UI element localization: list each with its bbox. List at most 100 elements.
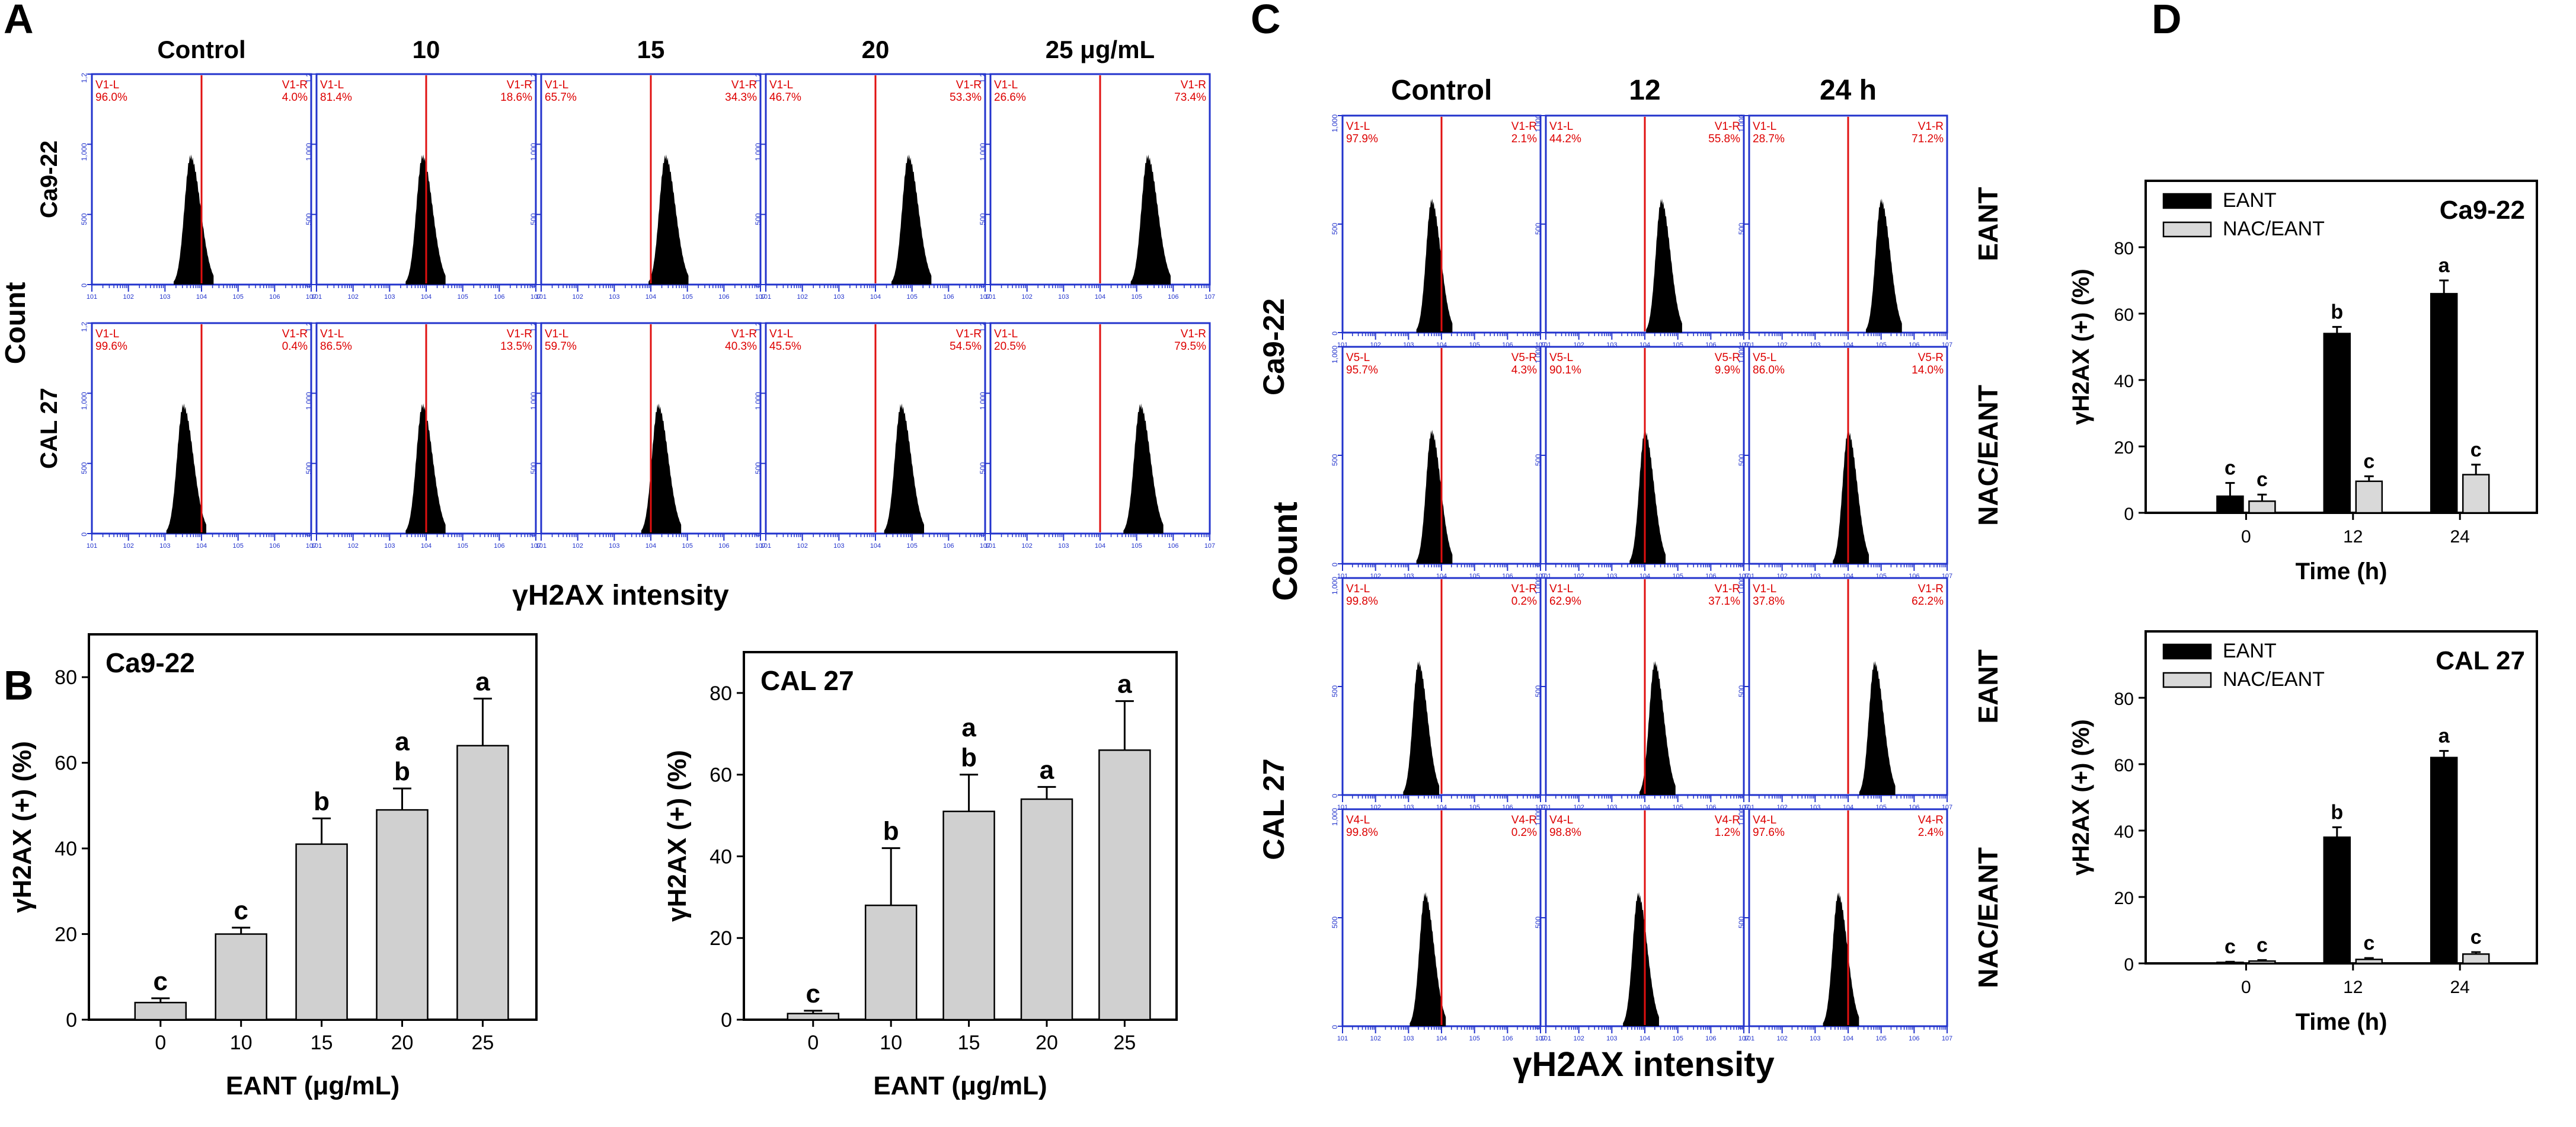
y-tick-label: 0 (979, 532, 987, 537)
x-tick-label: 107 (1204, 293, 1215, 301)
gate-right-label: V5-R (1511, 352, 1537, 364)
x-tick-label: 20 (391, 1032, 414, 1054)
x-tick-label: 106 (718, 293, 729, 301)
y-tick-label: 1,000 (1534, 346, 1542, 363)
y-tick-label: 1,2 (754, 322, 762, 332)
y-tick-label: 500 (80, 462, 88, 474)
gate-right-label: V1-R (282, 79, 308, 91)
y-tick-label: 1,000 (754, 392, 762, 410)
y-tick-label: 1,2 (305, 322, 313, 332)
histogram-peak (1639, 660, 1676, 795)
x-tick-label: 104 (196, 542, 207, 550)
x-tick-label: 102 (347, 293, 358, 301)
gate-right-label: V1-R (1715, 120, 1740, 133)
x-tick-label: 101 (536, 542, 546, 550)
histogram-peak (1629, 429, 1666, 564)
x-tick-label: 103 (1058, 293, 1069, 301)
y-tick-label: 0 (529, 532, 538, 537)
bar (864, 904, 918, 1021)
y-tick-label: 60 (709, 764, 732, 787)
x-tick-label: 107 (1738, 1035, 1749, 1042)
gate-left-percent: 44.2% (1549, 133, 1581, 145)
y-tick-label: 1,000 (1737, 577, 1746, 595)
significance-letter: c (2225, 457, 2236, 480)
histogram-peak (1646, 198, 1682, 333)
gate-right-percent: 53.3% (950, 91, 982, 104)
gate-right-percent: 0.4% (282, 340, 308, 353)
histogram-peak (1865, 198, 1902, 333)
gate-right-percent: 2.4% (1918, 826, 1944, 839)
y-tick-label: 1,2 (80, 73, 88, 83)
x-tick-label: 107 (1204, 542, 1215, 550)
gate-right-percent: 54.5% (950, 340, 982, 353)
gate-left-percent: 97.6% (1753, 826, 1785, 839)
y-tick-label: 60 (2114, 305, 2134, 325)
gate-right-label: V1-R (282, 328, 308, 340)
gate-right-percent: 18.6% (500, 91, 532, 104)
x-tick-label: 0 (2241, 978, 2251, 997)
gate-right-label: V1-R (1511, 583, 1537, 595)
y-tick-label: 500 (1331, 223, 1339, 235)
gate-left-percent: 97.9% (1346, 133, 1378, 145)
gate-left-label: V5-L (1549, 352, 1573, 364)
x-tick-label: 107 (530, 293, 541, 301)
y-tick-label: 0 (2124, 955, 2134, 975)
y-tick-label: 40 (709, 845, 732, 868)
x-tick-label: 101 (985, 293, 996, 301)
panel-c-histogram: 101 102 103 104 105 106 1071,0005000V1-L28.7%V… (1737, 114, 1952, 349)
gate-left-label: V1-L (95, 328, 119, 340)
x-tick-label: 10 (230, 1032, 253, 1054)
y-tick-label: 1,2 (979, 322, 987, 332)
x-tick-label: 105 (1875, 1035, 1886, 1042)
panel-c-histogram: 101 102 103 104 105 106 107 1,000 500 0 V4-L97.6% V… (1737, 808, 1952, 1042)
x-tick-label: 103 (1810, 1035, 1820, 1042)
y-tick-label: 40 (55, 838, 77, 860)
bar (2462, 953, 2490, 965)
panel-a-column-label: 10 (413, 36, 440, 63)
gate-right-percent: 4.3% (1511, 364, 1537, 376)
bar (2248, 960, 2276, 965)
gate-right-percent: 79.5% (1174, 340, 1206, 353)
chart-title: CAL 27 (2436, 646, 2525, 675)
panel-a-row-label: CAL 27 (36, 388, 62, 469)
y-tick-label: 1,000 (529, 143, 538, 161)
x-tick-label: 20 (1035, 1032, 1058, 1054)
panel-a-column-label: 15 (637, 36, 665, 63)
x-tick-label: 106 (269, 542, 280, 550)
gate-left-label: V1-L (320, 79, 344, 91)
panel-c-ylabel: Count (1266, 502, 1305, 601)
y-tick-label: 0 (1331, 1025, 1339, 1029)
x-tick-label: 102 (123, 542, 133, 550)
x-tick-label: 105 (232, 293, 243, 301)
gate-left-label: V1-L (1549, 583, 1573, 595)
histogram-peak (174, 154, 214, 285)
gate-right-label: V5-R (1918, 352, 1944, 364)
x-tick-label: 101 (1337, 1035, 1348, 1042)
panel-c-row-group-label: Ca9-22 (1257, 298, 1290, 395)
x-tick-label: 103 (1403, 1035, 1414, 1042)
x-tick-label: 106 (1168, 293, 1178, 301)
x-tick-label: 102 (1573, 1035, 1584, 1042)
x-tick-label: 12 (2343, 978, 2363, 997)
histogram-peak (1833, 429, 1869, 564)
gate-left-percent: 46.7% (769, 91, 801, 104)
bar (2462, 474, 2490, 514)
y-tick-label: 500 (1534, 223, 1542, 235)
x-tick-label: 103 (159, 293, 170, 301)
y-tick-label: 500 (979, 462, 987, 474)
gate-right-percent: 4.0% (282, 91, 308, 104)
x-tick-label: 103 (833, 293, 844, 301)
y-tick-label: 1,000 (80, 143, 88, 161)
x-tick-label: 104 (1095, 293, 1105, 301)
y-tick-label: 1,000 (1331, 114, 1339, 132)
bar (2323, 836, 2351, 965)
y-tick-label: 0 (754, 283, 762, 288)
histogram-peak (1403, 660, 1440, 795)
y-tick-label: 0 (1737, 1025, 1746, 1029)
x-tick-label: 102 (1021, 293, 1032, 301)
gate-right-percent: 0.2% (1511, 826, 1537, 839)
gate-right-label: V1-R (1715, 583, 1740, 595)
panel-c-histogram: 101 102 103 104 105 106 1071,0005000V5-L86.0%V… (1737, 346, 1952, 580)
x-axis-label: Time (h) (2296, 558, 2388, 585)
chart-title: Ca9-22 (2440, 196, 2525, 225)
